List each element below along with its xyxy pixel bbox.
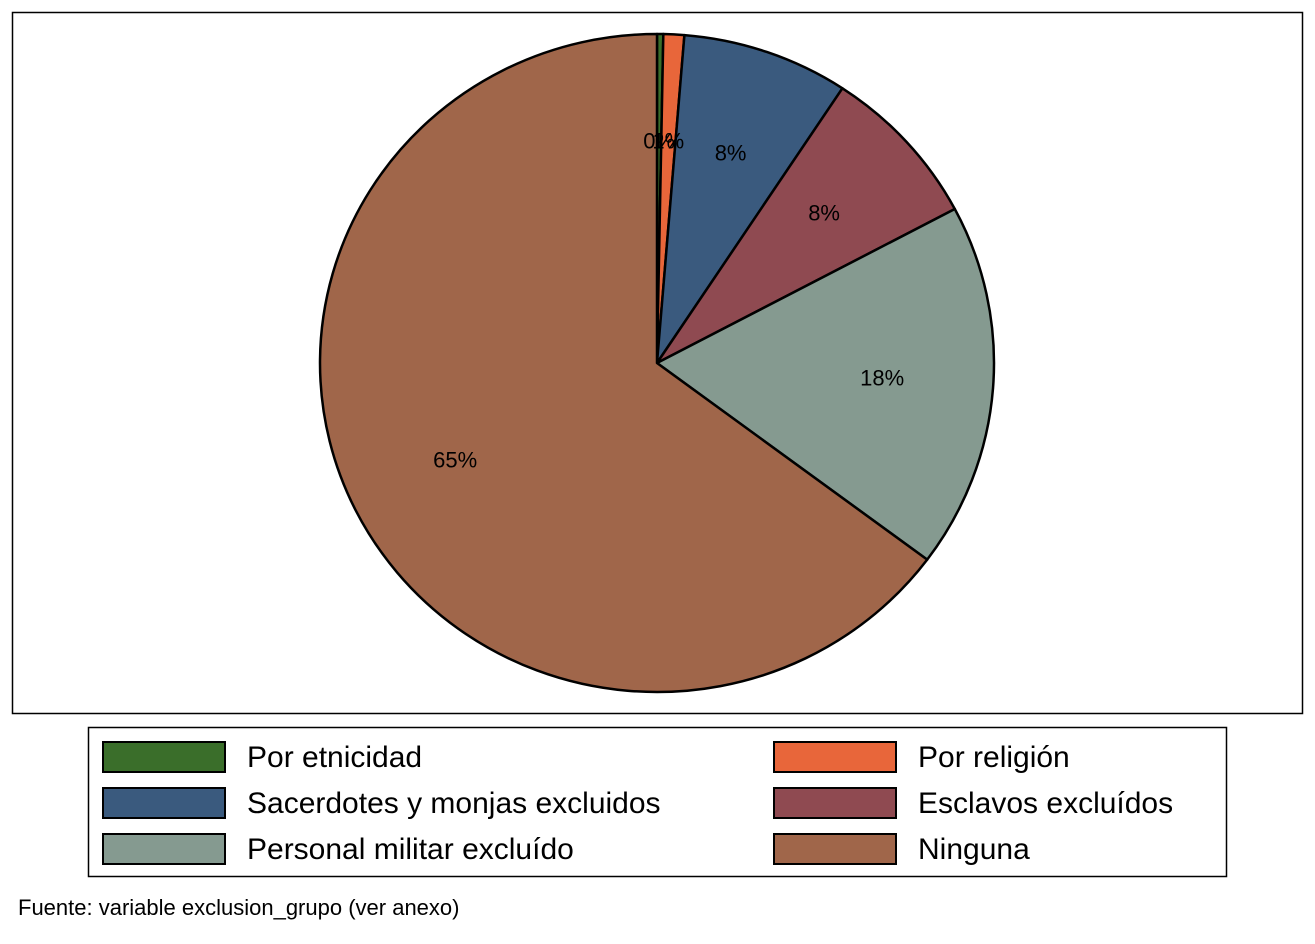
legend-label: Ninguna — [918, 833, 1030, 866]
data-label: 1% — [652, 129, 684, 154]
pie-slice — [655, 207, 996, 561]
legend-swatch — [773, 787, 897, 819]
legend-swatch — [102, 833, 226, 865]
legend-label: Personal militar excluído — [247, 833, 574, 866]
data-label: 18% — [860, 366, 904, 391]
legend-frame — [87, 726, 1228, 878]
source-note: Fuente: variable exclusion_grupo (ver an… — [18, 895, 459, 920]
legend-swatch — [102, 741, 226, 773]
legend-swatch — [102, 787, 226, 819]
legend-label: Sacerdotes y monjas excluidos — [247, 787, 661, 820]
data-label: 65% — [433, 448, 477, 473]
legend-swatch — [773, 833, 897, 865]
plot-frame — [11, 11, 1304, 715]
legend-label: Por religión — [918, 741, 1070, 774]
legend-label: Esclavos excluídos — [918, 787, 1173, 820]
legend-label: Por etnicidad — [247, 741, 422, 774]
pie-slice — [318, 32, 929, 694]
pie-slice — [655, 33, 844, 365]
legend-swatch — [773, 741, 897, 773]
data-label: 8% — [808, 201, 840, 226]
data-label: 8% — [715, 140, 747, 165]
data-label: 0% — [643, 128, 675, 153]
pie-slice — [655, 87, 957, 365]
